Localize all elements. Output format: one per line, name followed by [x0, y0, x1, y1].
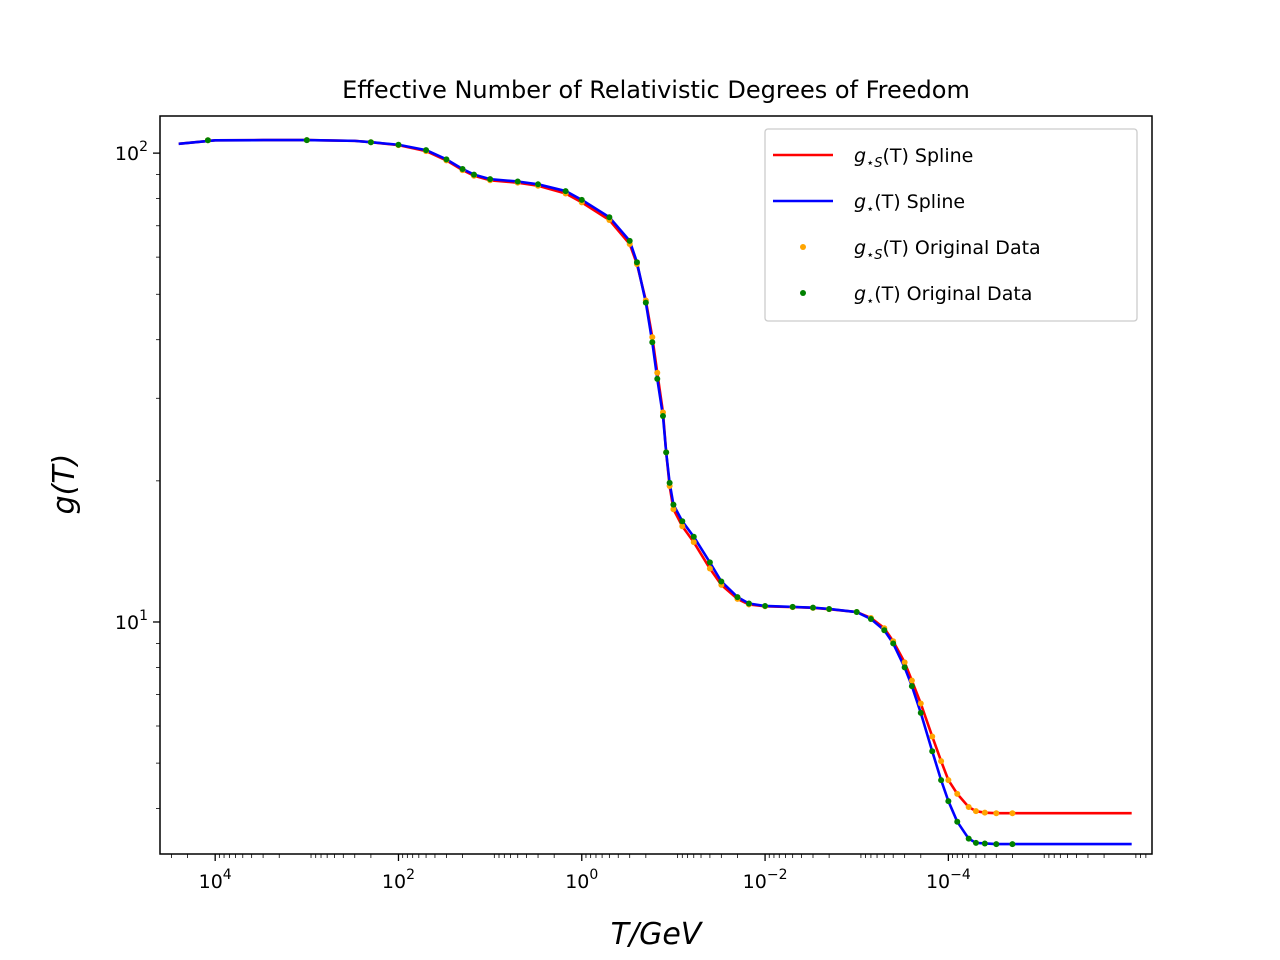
- data-point: [459, 166, 466, 172]
- data-point: [395, 141, 402, 148]
- legend: g⋆S(T) Spline g⋆(T) Spline g⋆S(T) Original…: [764, 128, 1138, 322]
- data-point: [654, 369, 661, 376]
- data-point: [867, 615, 874, 622]
- data-point: [901, 664, 908, 671]
- data-point: [908, 683, 915, 690]
- data-point: [853, 609, 860, 616]
- data-point: [487, 176, 494, 183]
- data-point: [367, 139, 374, 146]
- data-point: [745, 600, 752, 607]
- data-point: [965, 804, 972, 811]
- legend-box: [764, 128, 1138, 322]
- x-axis-label: T/GeV: [611, 917, 704, 952]
- data-point: [917, 709, 924, 716]
- data-point: [666, 479, 673, 486]
- data-point: [649, 339, 656, 346]
- legend-label: g⋆(T) Spline: [854, 191, 965, 217]
- data-point: [659, 413, 666, 419]
- data-point: [626, 237, 633, 244]
- data-point: [789, 603, 796, 610]
- legend-label: g⋆S(T) Original Data: [854, 237, 1041, 263]
- data-point: [514, 178, 521, 185]
- data-point: [1009, 810, 1016, 817]
- data-point: [654, 375, 661, 382]
- data-point: [670, 506, 677, 513]
- y-axis-label: g(T): [47, 454, 82, 515]
- x-tick-label: 100: [565, 867, 598, 893]
- legend-label: g⋆(T) Original Data: [854, 283, 1032, 309]
- plot-area: [178, 137, 1132, 848]
- x-tick-label: 104: [199, 867, 232, 893]
- data-point: [303, 137, 310, 144]
- data-point: [562, 188, 569, 195]
- data-point: [670, 501, 677, 508]
- y-tick-label: 101: [115, 608, 148, 634]
- data-point: [981, 840, 988, 847]
- data-point: [881, 627, 888, 634]
- axes-frame: [159, 115, 1153, 855]
- data-point: [901, 659, 908, 666]
- data-point: [938, 758, 945, 765]
- data-point: [809, 604, 816, 611]
- data-point: [938, 777, 945, 784]
- data-point: [633, 259, 640, 266]
- data-point: [706, 559, 713, 566]
- legend-label: g⋆S(T) Spline: [854, 145, 973, 171]
- data-point: [954, 818, 961, 825]
- data-point: [965, 835, 972, 842]
- data-point: [945, 777, 952, 784]
- legend-entry: g⋆S(T) Original Data: [800, 237, 1041, 263]
- data-point: [535, 181, 542, 188]
- data-point: [993, 841, 1000, 848]
- legend-entry: g⋆(T) Spline: [773, 191, 965, 217]
- data-point: [649, 334, 656, 341]
- data-point: [945, 798, 952, 805]
- legend-swatch-dot: [800, 244, 806, 250]
- data-point: [423, 147, 430, 154]
- y-tick-label: 102: [115, 139, 148, 165]
- data-point: [981, 809, 988, 816]
- data-point: [706, 565, 713, 572]
- legend-swatch-dot: [800, 290, 806, 296]
- data-point: [690, 539, 697, 546]
- data-point: [470, 171, 477, 178]
- data-point: [663, 449, 670, 456]
- data-point: [718, 578, 725, 585]
- data-point: [679, 523, 686, 530]
- data-point: [972, 839, 979, 846]
- chart-title: Effective Number of Relativistic Degrees…: [342, 76, 970, 104]
- legend-entry: g⋆S(T) Spline: [773, 145, 973, 171]
- x-tick-label: 10−2: [743, 867, 788, 893]
- data-point: [826, 605, 833, 612]
- x-tick-label: 102: [382, 867, 415, 893]
- data-point: [972, 808, 979, 815]
- data-point: [993, 810, 1000, 817]
- data-point: [642, 299, 649, 306]
- data-point: [443, 156, 450, 163]
- data-point: [908, 677, 915, 684]
- data-point: [762, 602, 769, 609]
- plot-series: [178, 137, 1132, 848]
- data-point: [606, 214, 613, 221]
- data-point: [734, 594, 741, 601]
- data-point: [917, 700, 924, 707]
- data-point: [929, 748, 936, 755]
- x-tick-label: 10−4: [926, 867, 971, 893]
- data-point: [929, 733, 936, 740]
- data-point: [578, 196, 585, 203]
- data-point: [690, 533, 697, 540]
- data-point: [890, 640, 897, 647]
- axis-ticks: 104 102 100 10−2 10−4 101 102: [115, 139, 1147, 893]
- data-point: [679, 518, 686, 525]
- series-points-3: [204, 137, 1016, 848]
- data-point: [204, 137, 211, 144]
- data-point: [1009, 841, 1016, 848]
- legend-entry: g⋆(T) Original Data: [800, 283, 1032, 309]
- data-point: [954, 790, 961, 797]
